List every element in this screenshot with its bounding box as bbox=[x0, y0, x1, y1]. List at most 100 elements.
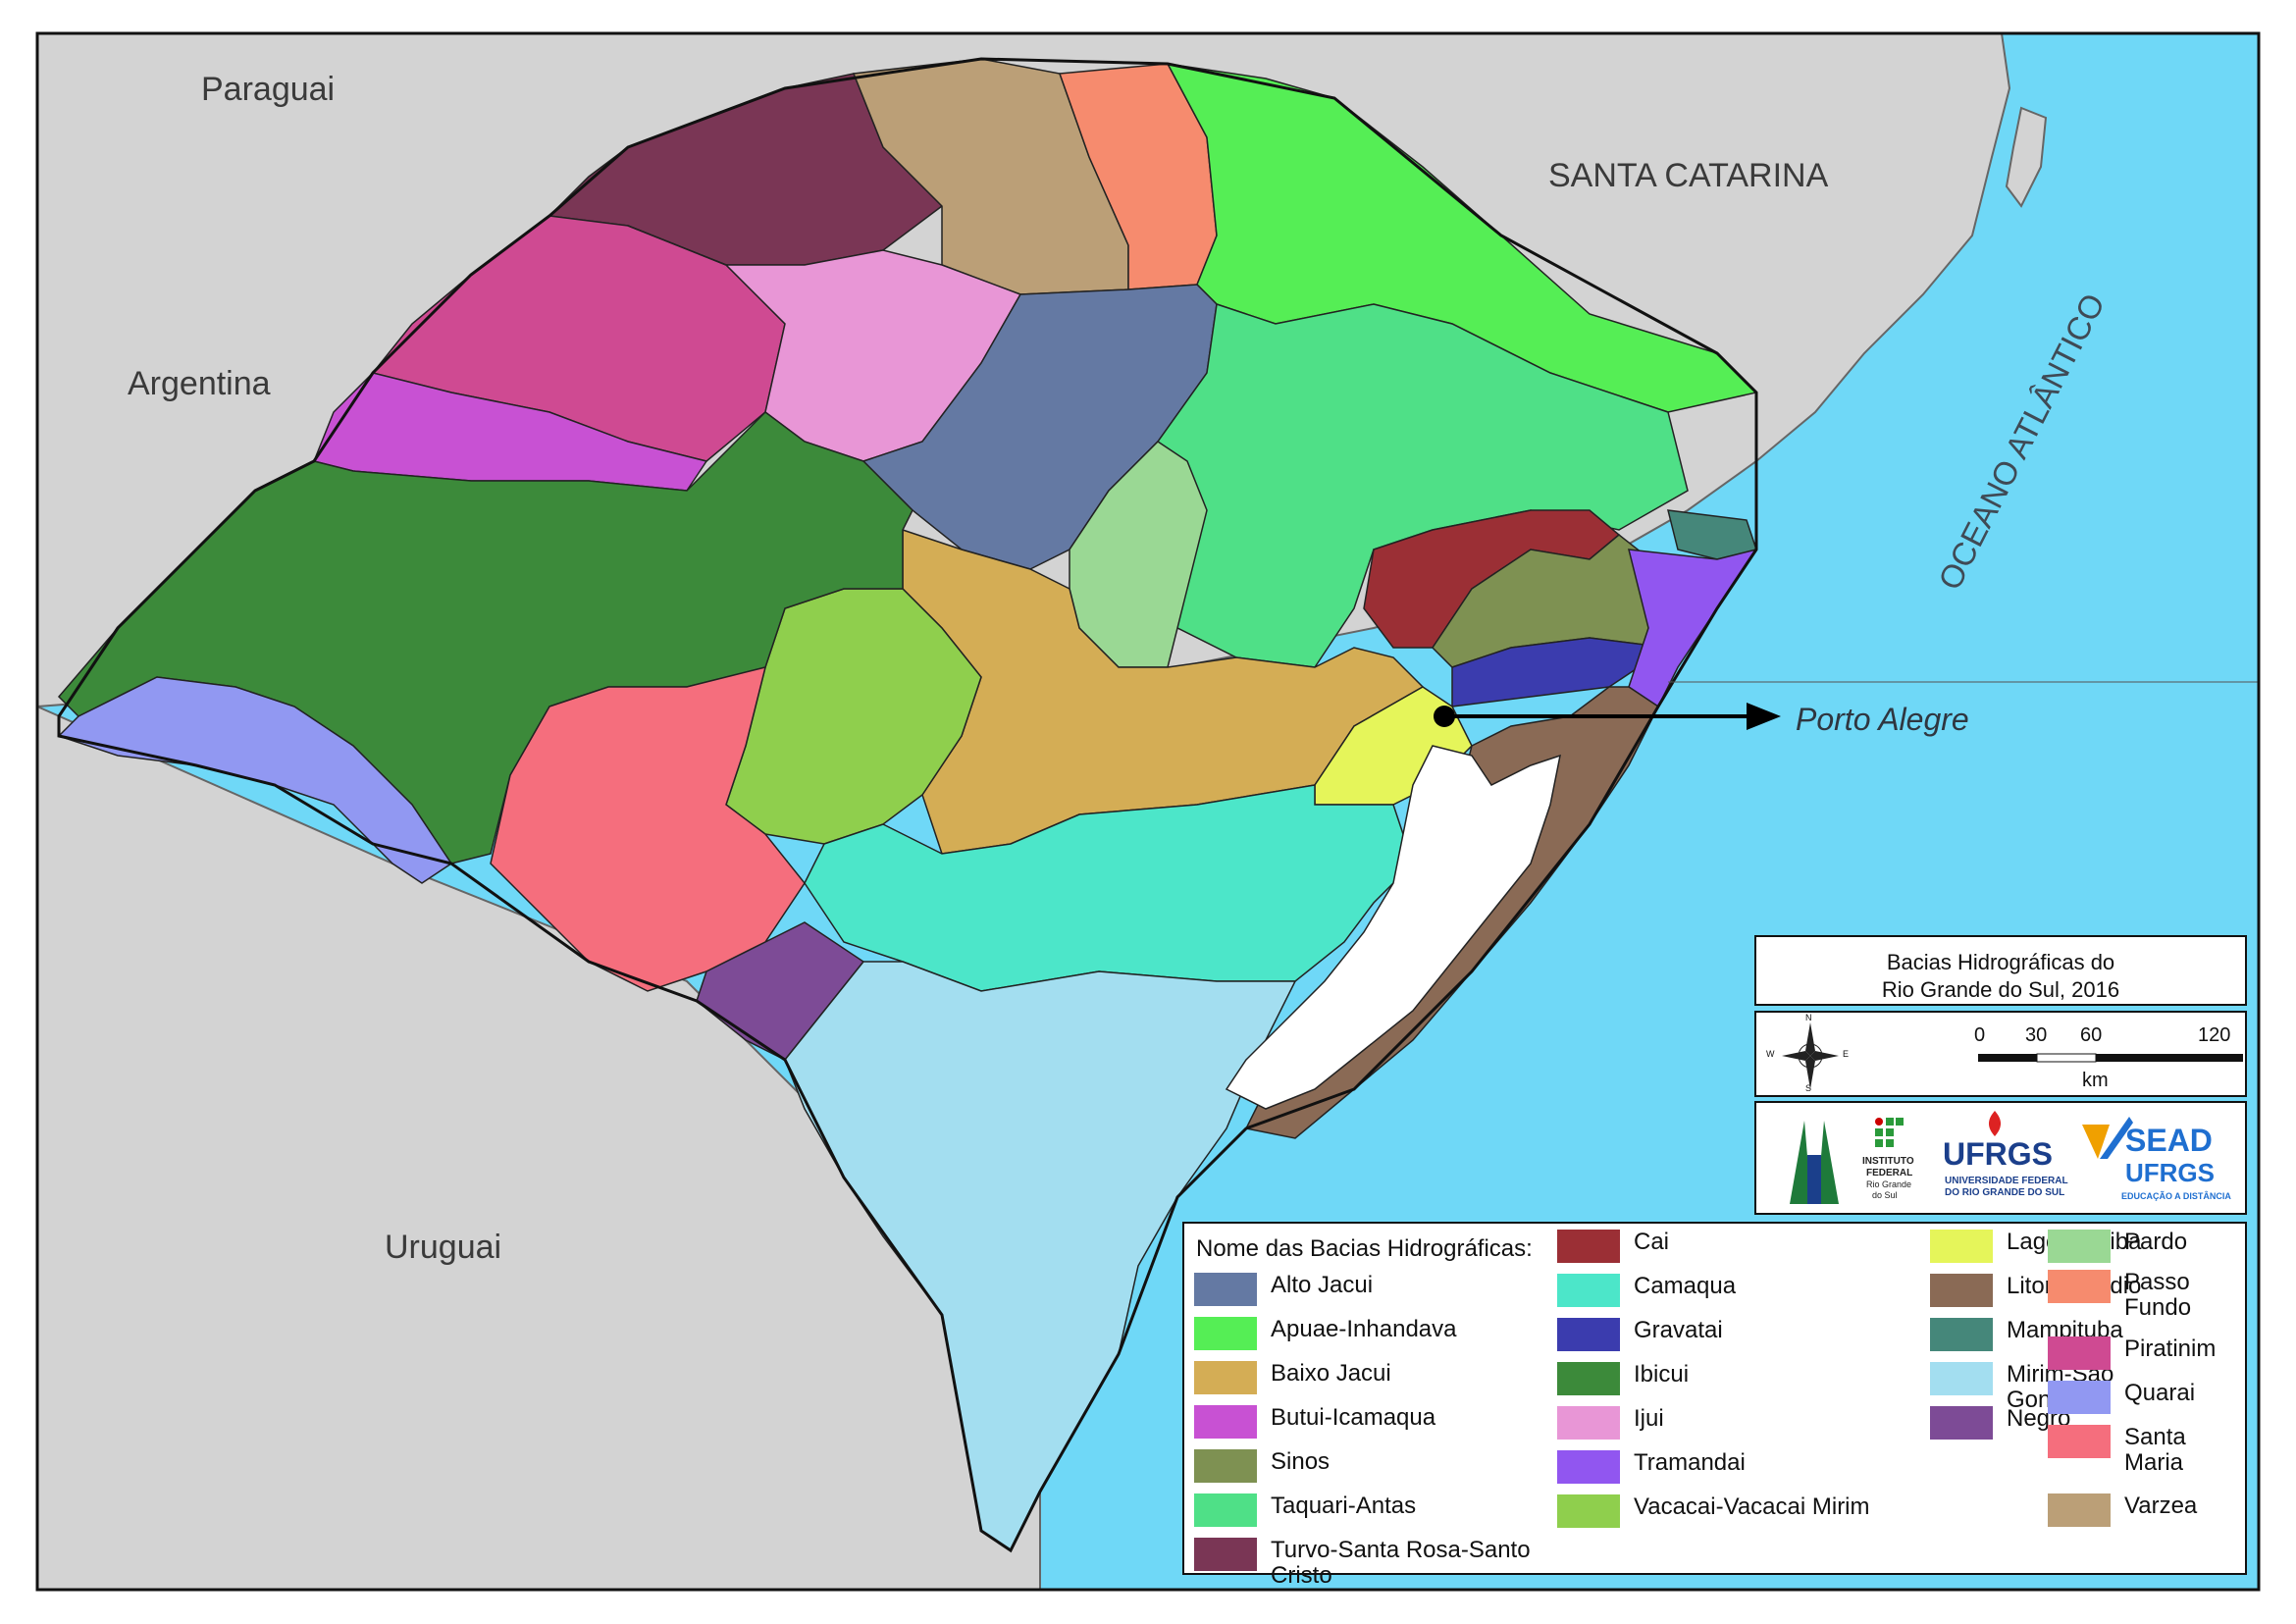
legend-title: Nome das Bacias Hidrográficas: bbox=[1196, 1235, 1533, 1262]
legend-swatch bbox=[1557, 1230, 1620, 1263]
legend-item: Ijui bbox=[1557, 1406, 1830, 1440]
logos-box: INSTITUTO FEDERAL Rio Grande do Sul UFRG… bbox=[1754, 1101, 2247, 1215]
legend-swatch bbox=[2048, 1381, 2111, 1414]
legend-label: Butui-Icamaqua bbox=[1271, 1404, 1436, 1431]
legend-label: Cai bbox=[1634, 1229, 1670, 1255]
basin-santa-maria bbox=[490, 665, 806, 992]
if-text-3: Rio Grande bbox=[1866, 1179, 1912, 1189]
legend-item: Pardo bbox=[2048, 1230, 2232, 1263]
legend-swatch bbox=[1930, 1318, 1993, 1351]
legend-item: Taquari-Antas bbox=[1194, 1493, 1467, 1527]
legend-swatch bbox=[1557, 1274, 1620, 1307]
ufrgs-flame-icon bbox=[1988, 1111, 2002, 1136]
map-frame bbox=[35, 31, 2261, 1592]
if-text-2: FEDERAL bbox=[1866, 1168, 1913, 1179]
legend-label: Vacacai-Vacacai Mirim bbox=[1634, 1493, 1870, 1520]
legend-item: Vacacai-Vacacai Mirim bbox=[1557, 1494, 1948, 1528]
basins-layer bbox=[57, 58, 1758, 1552]
scale-tick-120: 120 bbox=[2198, 1024, 2231, 1046]
legend-label: Sinos bbox=[1271, 1448, 1331, 1475]
legend-item: Camaqua bbox=[1557, 1274, 1830, 1307]
legend-swatch bbox=[1194, 1361, 1257, 1394]
legend-swatch bbox=[1194, 1405, 1257, 1439]
legend-label: Baixo Jacui bbox=[1271, 1360, 1391, 1387]
island bbox=[2005, 106, 2048, 208]
ufrgs-logo-text: UFRGS bbox=[1943, 1136, 2053, 1172]
legend-swatch bbox=[1930, 1274, 1993, 1307]
scale-bar bbox=[1978, 1053, 2243, 1063]
legend-label: Passo Fundo bbox=[2124, 1269, 2192, 1321]
legend-label: Ijui bbox=[1634, 1405, 1664, 1432]
legend-swatch bbox=[1194, 1449, 1257, 1483]
label-santa-catarina: SANTA CATARINA bbox=[1548, 157, 1829, 194]
legend-item: Quarai bbox=[2048, 1381, 2232, 1414]
legend-swatch bbox=[1194, 1317, 1257, 1350]
legend-item: Gravatai bbox=[1557, 1318, 1830, 1351]
ufrgs-sub-2: DO RIO GRANDE DO SUL bbox=[1945, 1187, 2065, 1198]
legend-label: Piratinim bbox=[2124, 1336, 2217, 1362]
compass-s: S bbox=[1805, 1083, 1812, 1093]
legend-swatch bbox=[2048, 1270, 2111, 1303]
if-logo-icon bbox=[1875, 1118, 1904, 1147]
title-box: Bacias Hidrográficas do Rio Grande do Su… bbox=[1754, 935, 2247, 1006]
title-line-2: Rio Grande do Sul, 2016 bbox=[1881, 977, 2120, 1002]
legend-item: Piratinim bbox=[2048, 1336, 2232, 1370]
legend-swatch bbox=[2048, 1493, 2111, 1527]
legend-item: Varzea bbox=[2048, 1493, 2232, 1527]
legend-swatch bbox=[1930, 1362, 1993, 1395]
legend-item: Turvo-Santa Rosa-Santo Cristo bbox=[1194, 1538, 1585, 1589]
ufrgs-sub-1: UNIVERSIDADE FEDERAL bbox=[1945, 1176, 2068, 1186]
legend-item: Sinos bbox=[1194, 1449, 1467, 1483]
legend-item: Baixo Jacui bbox=[1194, 1361, 1467, 1394]
if-text-1: INSTITUTO bbox=[1862, 1156, 1914, 1167]
state-border bbox=[57, 57, 1758, 1553]
legend-label: Tramandai bbox=[1634, 1449, 1746, 1476]
legend-swatch bbox=[2048, 1230, 2111, 1263]
sead-logo-icon bbox=[2082, 1117, 2133, 1159]
legend-item: Passo Fundo bbox=[2048, 1270, 2232, 1321]
compass-n: N bbox=[1805, 1013, 1812, 1022]
legend-label: Quarai bbox=[2124, 1380, 2196, 1406]
legend-item: Cai bbox=[1557, 1230, 1830, 1263]
scale-tick-0: 0 bbox=[1974, 1024, 1986, 1046]
legend-item: Alto Jacui bbox=[1194, 1273, 1467, 1306]
label-argentina: Argentina bbox=[128, 365, 271, 402]
legend-swatch bbox=[1194, 1538, 1257, 1571]
legend-label: Turvo-Santa Rosa-Santo Cristo bbox=[1271, 1537, 1531, 1589]
legend-item: Tramandai bbox=[1557, 1450, 1830, 1484]
legend-item: Santa Maria bbox=[2048, 1425, 2232, 1476]
label-porto-alegre: Porto Alegre bbox=[1796, 702, 1969, 737]
label-uruguai: Uruguai bbox=[385, 1229, 502, 1266]
building-logo-icon bbox=[1790, 1121, 1839, 1204]
legend-swatch bbox=[1930, 1230, 1993, 1263]
porto-alegre-arrow-head bbox=[1747, 703, 1781, 730]
legend-label: Varzea bbox=[2124, 1493, 2198, 1519]
sead-sub-text: EDUCAÇÃO A DISTÂNCIA bbox=[2121, 1191, 2231, 1201]
legend-label: Alto Jacui bbox=[1271, 1272, 1374, 1298]
legend-label: Apuae-Inhandava bbox=[1271, 1316, 1457, 1342]
scale-tick-60: 60 bbox=[2080, 1024, 2103, 1046]
legend-swatch bbox=[1194, 1493, 1257, 1527]
compass-w: W bbox=[1766, 1049, 1775, 1059]
legend-swatch bbox=[2048, 1425, 2111, 1458]
scale-unit: km bbox=[2082, 1070, 2109, 1091]
compass-rose-icon bbox=[1782, 1022, 1839, 1089]
sead-ufrgs-text: UFRGS bbox=[2125, 1158, 2215, 1187]
legend-item: Ibicui bbox=[1557, 1362, 1830, 1395]
label-paraguai: Paraguai bbox=[201, 71, 336, 108]
legend-swatch bbox=[2048, 1336, 2111, 1370]
legend-label: Camaqua bbox=[1634, 1273, 1737, 1299]
compass-e: E bbox=[1843, 1049, 1850, 1059]
legend-swatch bbox=[1194, 1273, 1257, 1306]
legend-item: Butui-Icamaqua bbox=[1194, 1405, 1467, 1439]
legend-swatch bbox=[1557, 1318, 1620, 1351]
legend-swatch bbox=[1557, 1450, 1620, 1484]
scale-box: N S E W 0 30 60 120 km bbox=[1754, 1011, 2247, 1097]
legend-swatch bbox=[1557, 1406, 1620, 1440]
legend-box: Nome das Bacias Hidrográficas: Alto Jacu… bbox=[1182, 1222, 2247, 1589]
legend-swatch bbox=[1930, 1406, 1993, 1440]
sead-logo-text: SEAD bbox=[2125, 1123, 2213, 1158]
title-line-1: Bacias Hidrográficas do bbox=[1886, 950, 2115, 974]
scale-tick-30: 30 bbox=[2025, 1024, 2048, 1046]
